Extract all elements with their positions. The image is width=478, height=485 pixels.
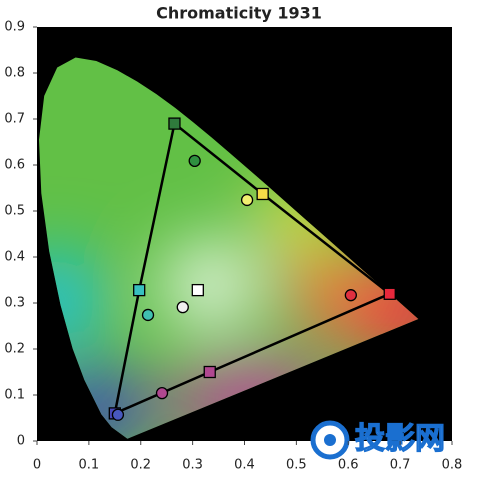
chart-title: Chromaticity 1931 bbox=[156, 4, 322, 23]
target-point bbox=[168, 117, 181, 130]
measured-point bbox=[240, 193, 254, 207]
watermark: 投影网 bbox=[310, 420, 446, 460]
x-tick-label: 0.2 bbox=[130, 458, 151, 473]
measured-point bbox=[176, 300, 189, 314]
measured-point bbox=[344, 289, 357, 302]
watermark-text: 投影网 bbox=[355, 422, 445, 457]
x-tick-label: 0.4 bbox=[234, 458, 255, 473]
y-tick-label: 0.4 bbox=[4, 250, 25, 265]
measured-point bbox=[111, 408, 125, 421]
x-tick-label: 0.5 bbox=[286, 458, 307, 473]
x-tick-label: 0.3 bbox=[182, 458, 203, 473]
y-tick-label: 0.1 bbox=[4, 388, 25, 403]
y-tick-label: 0.7 bbox=[4, 112, 25, 127]
y-tick-label: 0.2 bbox=[4, 342, 25, 357]
watermark-logo-dot bbox=[324, 434, 336, 446]
target-point bbox=[203, 365, 216, 379]
target-point bbox=[256, 187, 269, 201]
x-tick-label: 0.1 bbox=[79, 458, 100, 473]
y-tick-label: 0.6 bbox=[4, 158, 25, 173]
y-tick-label: 0.9 bbox=[4, 20, 25, 35]
x-tick-label: 0 bbox=[33, 458, 41, 473]
x-tick-label: 0.8 bbox=[442, 458, 463, 473]
target-point bbox=[133, 283, 146, 297]
target-point bbox=[383, 287, 396, 300]
y-tick-label: 0 bbox=[17, 434, 25, 449]
x-tick-label: 0.7 bbox=[390, 458, 411, 473]
marks bbox=[108, 117, 396, 421]
measured-point bbox=[155, 387, 169, 400]
y-tick-label: 0.8 bbox=[4, 66, 25, 81]
y-tick-label: 0.5 bbox=[4, 204, 25, 219]
y-tick-label: 0.3 bbox=[4, 296, 25, 311]
measured-point bbox=[141, 308, 155, 322]
x-tick-label: 0.6 bbox=[338, 458, 359, 473]
measured-point bbox=[188, 154, 201, 168]
target-point bbox=[191, 283, 204, 297]
